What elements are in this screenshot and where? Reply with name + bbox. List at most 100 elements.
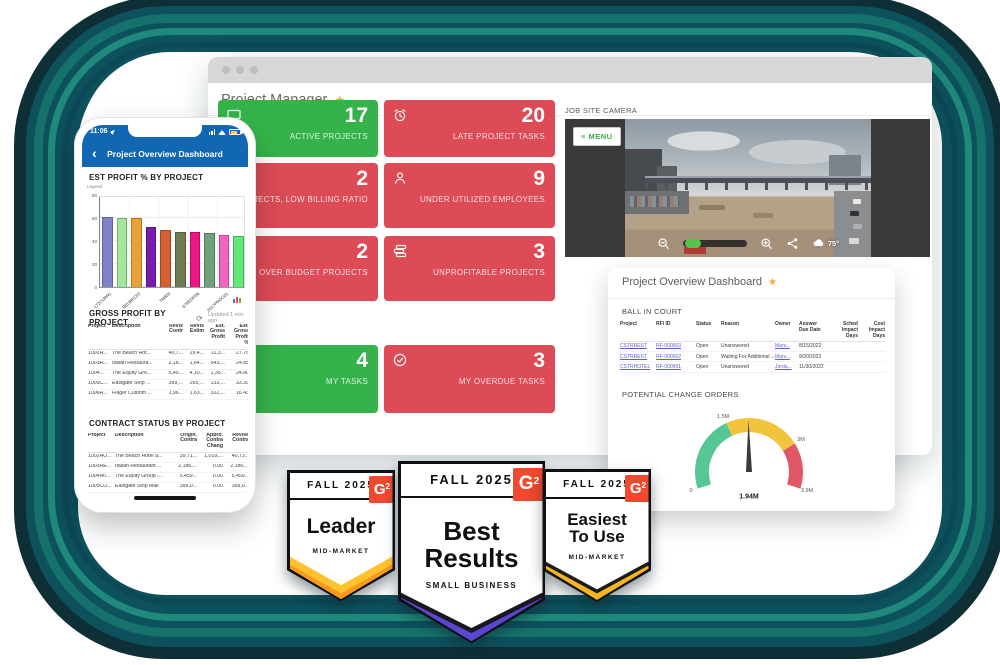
- bar[interactable]: [160, 229, 171, 287]
- zoom-out-icon[interactable]: [657, 237, 670, 250]
- badge-title: Best Results: [424, 515, 519, 573]
- y-axis-tick: 20: [91, 262, 97, 267]
- overview-panel: Project Overview Dashboard ★ BALL IN COU…: [608, 268, 895, 511]
- kpi-tile-my-overdue-tasks[interactable]: 3 MY OVERDUE TASKS: [384, 345, 555, 413]
- table-row: CSTRHOTEL RF-000001 Open Unanswered Jorda...…: [620, 362, 885, 373]
- bridge-piers: [644, 182, 871, 190]
- favorite-star-icon[interactable]: ★: [768, 276, 777, 288]
- tile-value: 3: [533, 240, 545, 263]
- badge-subtitle: MID-MARKET: [312, 547, 370, 555]
- table-cell: 5,459...: [231, 474, 248, 480]
- bar[interactable]: [189, 231, 201, 287]
- kpi-tile-unprofitable-projects[interactable]: 3 UNPROFITABLE PROJECTS: [384, 236, 555, 301]
- column-header: Est. Gross Profit %: [234, 323, 248, 347]
- table-cell: 16.43: [236, 391, 248, 397]
- bar[interactable]: [131, 218, 142, 287]
- job-site-camera: ≡ MENU 75°: [565, 119, 930, 257]
- back-button[interactable]: ‹: [92, 145, 97, 161]
- camera-zoom-slider[interactable]: [682, 239, 747, 248]
- share-icon[interactable]: [786, 237, 799, 250]
- table-cell: 2,186,...: [178, 464, 197, 470]
- slider-knob[interactable]: [684, 239, 701, 248]
- badge-subtitle: SMALL BUSINESS: [425, 581, 518, 591]
- table-cell: RF-000001: [656, 364, 696, 370]
- table-cell: The Beach Hotel a...: [115, 454, 163, 460]
- table-cell: Unanswered: [721, 363, 750, 370]
- column-header: Origin. Contra: [180, 432, 197, 444]
- bar[interactable]: [175, 231, 186, 287]
- home-indicator[interactable]: [134, 496, 196, 500]
- table-cell: [832, 354, 858, 360]
- gauge-band: [695, 423, 733, 489]
- table-cell: 24.80: [236, 371, 248, 377]
- tile-value: 9: [533, 167, 545, 190]
- table-link[interactable]: CSTRHOTEL: [620, 363, 651, 370]
- table-link[interactable]: Jorda...: [775, 363, 792, 370]
- x-axis-label: 172CURR1: [92, 291, 113, 310]
- table-link[interactable]: Marv...: [775, 353, 790, 360]
- bar[interactable]: [233, 236, 244, 287]
- bar[interactable]: [218, 235, 230, 287]
- mini-chart-icon[interactable]: [233, 297, 241, 303]
- table-cell: RF-000002: [656, 354, 696, 360]
- table-row: CSTRREST RF-000002 Open Waiting For Additio…: [620, 352, 885, 363]
- bar[interactable]: [204, 232, 215, 287]
- person-icon: [392, 170, 408, 186]
- column-header: Status: [696, 320, 712, 327]
- table-row: 1005C... Eastgate Strip ... 399,... 265,...…: [88, 380, 248, 390]
- column-header: Description: [115, 432, 144, 438]
- bar[interactable]: [116, 218, 128, 287]
- phone-dashboard-body: EST PROFIT % BY PROJECT Legend 80 60 40 20 0…: [82, 167, 248, 505]
- table-link[interactable]: CSTRREST: [620, 343, 647, 350]
- camera-menu-button[interactable]: ≡ MENU: [573, 127, 621, 146]
- table-row: 1004WI... The Equity Group -... 5,459... 0.…: [88, 473, 248, 483]
- refresh-icon[interactable]: ⟳: [196, 313, 203, 323]
- badge-stripe: [289, 572, 393, 599]
- tile-value: 17: [344, 104, 368, 127]
- elevated-rail-bridge: [644, 175, 871, 183]
- tile-value: 4: [356, 349, 368, 372]
- kpi-tile-under-utilized-employees[interactable]: 9 UNDER UTILIZED EMPLOYEES: [384, 163, 555, 228]
- table-link[interactable]: RF-000003: [656, 343, 682, 350]
- column-header: Sched Impact Days: [841, 320, 858, 340]
- tile-label: UNDER UTILIZED EMPLOYEES: [419, 195, 545, 204]
- badge-season: FALL 2025: [307, 479, 375, 491]
- table-cell: 0.00: [212, 474, 223, 480]
- table-header-row: Project RFI ID Status Reason Owner Answer Due…: [620, 319, 885, 342]
- zoom-in-icon[interactable]: [760, 237, 773, 250]
- table-cell: 33.39: [236, 381, 248, 387]
- table-cell: 1002HO...: [88, 454, 112, 460]
- table-cell: 40,7...: [168, 351, 183, 357]
- camera-photo: [625, 119, 871, 257]
- table-row: 1005CO... Eastgate Strip Mall 399,0... 0.00…: [88, 483, 248, 493]
- camera-section-label: JOB SITE CAMERA: [565, 106, 638, 115]
- table-link[interactable]: Marv...: [775, 343, 790, 350]
- table-cell: CSTRREST: [620, 343, 656, 349]
- table-cell: 1004WI...: [88, 474, 111, 480]
- browser-titlebar: [208, 57, 932, 83]
- column-header: RFI ID: [656, 320, 671, 327]
- table-cell: 5,45...: [168, 371, 183, 377]
- table-cell: 2,18...: [168, 361, 183, 367]
- column-header: Appro. Contra Chang: [206, 432, 223, 450]
- table-header-row: Project Description Origin. Contra Appro. C…: [88, 431, 248, 453]
- table-link[interactable]: CSTRREST: [620, 353, 647, 360]
- table-cell: The Equity Group -...: [115, 474, 164, 480]
- phone-notch: [128, 125, 202, 137]
- kpi-tile-late-project-tasks[interactable]: 20 LATE PROJECT TASKS: [384, 100, 555, 157]
- bar[interactable]: [145, 227, 157, 287]
- table-cell: 322,...: [210, 391, 225, 397]
- table-link[interactable]: RF-000001: [656, 363, 682, 370]
- table-link[interactable]: RF-000002: [656, 353, 682, 360]
- bar[interactable]: [102, 216, 113, 287]
- table-cell: Waiting For Additional ...: [721, 353, 775, 360]
- gauge-value-label: 1.94M: [739, 493, 759, 501]
- table-header-row: Project Description Revis Contr Revis Estim…: [88, 322, 248, 350]
- table-cell: [858, 343, 885, 349]
- table-cell: 1003RE...: [88, 464, 112, 470]
- gauge-band: [726, 418, 795, 452]
